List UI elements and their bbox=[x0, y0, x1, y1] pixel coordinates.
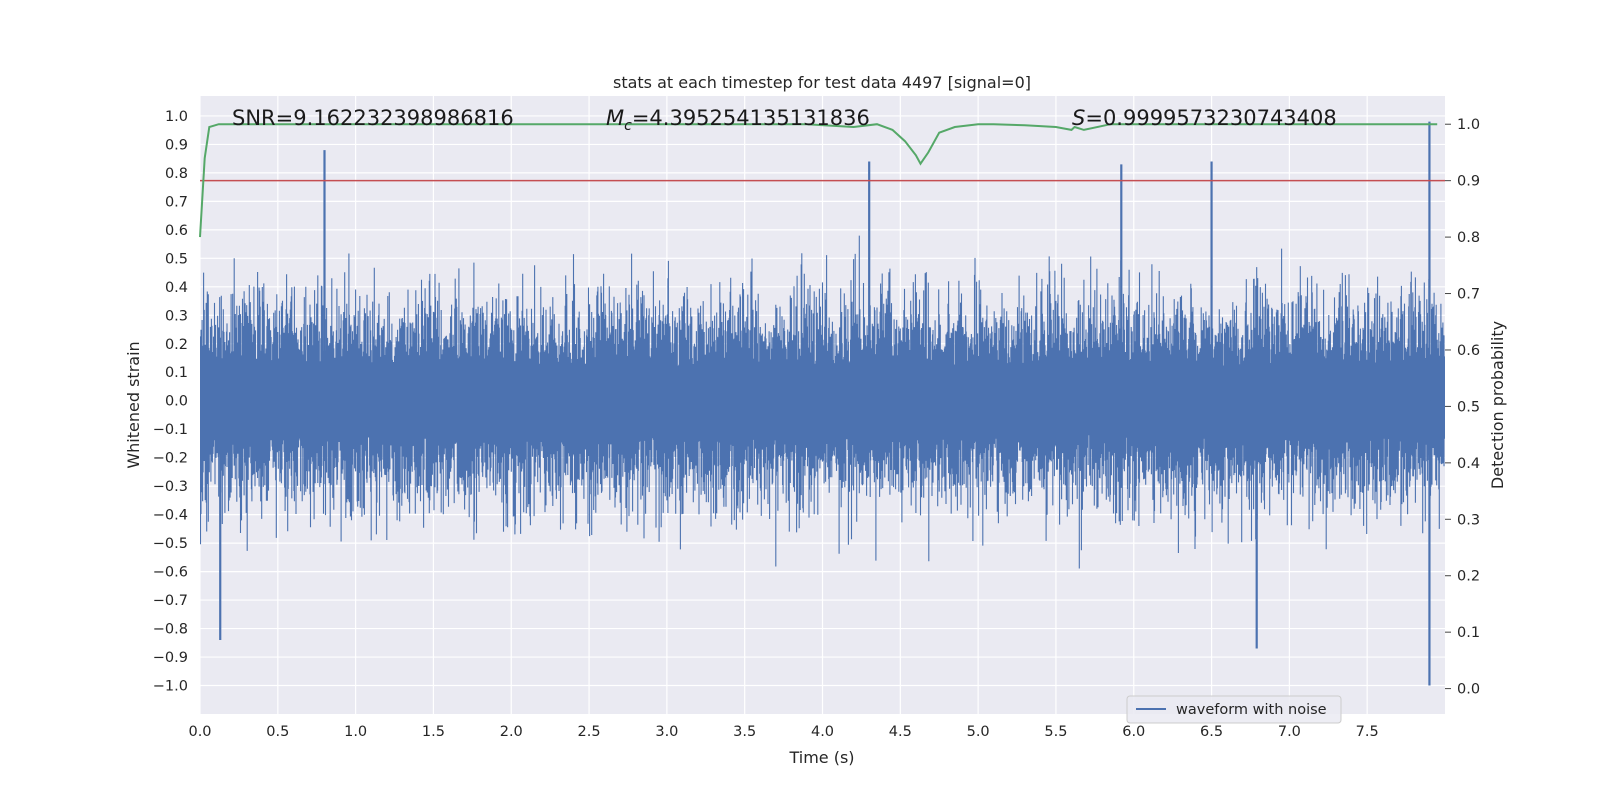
y-tick-label: 0.8 bbox=[165, 166, 188, 182]
chirp-mass-annotation: Mc=4.395254135131836 bbox=[606, 106, 870, 134]
legend: waveform with noise bbox=[1126, 695, 1342, 724]
s-value: =0.9999573230743408 bbox=[1085, 106, 1336, 130]
y-tick-label: −1.0 bbox=[153, 679, 188, 695]
y-tick-label: −0.8 bbox=[153, 622, 188, 638]
chart-title: stats at each timestep for test data 449… bbox=[613, 73, 1031, 92]
y2-tick-label: 0.2 bbox=[1457, 569, 1480, 585]
y-tick-label: −0.7 bbox=[153, 593, 188, 609]
x-tick-label: 5.5 bbox=[1044, 724, 1067, 740]
y2-axis-ticks: 1.0 0.9 0.8 0.7 0.6 0.5 0.4 0.3 0.2 0.1 0.0 bbox=[1445, 117, 1480, 698]
x-tick-label: 3.5 bbox=[733, 724, 756, 740]
plot-area bbox=[199, 121, 1445, 686]
y2-axis-label: Detection probability bbox=[1488, 321, 1507, 489]
y-tick-label: −0.3 bbox=[153, 479, 188, 495]
mc-value: =4.395254135131836 bbox=[632, 106, 870, 130]
legend-waveform-label: waveform with noise bbox=[1176, 702, 1327, 718]
snr-annotation: SNR=9.162232398986816 bbox=[232, 106, 514, 130]
y2-tick-label: 1.0 bbox=[1457, 117, 1480, 133]
y-tick-label: −0.6 bbox=[153, 565, 188, 581]
mc-subscript: c bbox=[624, 118, 632, 134]
y-tick-label: 0.9 bbox=[165, 137, 188, 153]
s-symbol: S bbox=[1072, 106, 1085, 130]
x-tick-label: 4.5 bbox=[889, 724, 912, 740]
x-tick-label: 7.5 bbox=[1356, 724, 1379, 740]
y2-tick-label: 0.9 bbox=[1457, 174, 1480, 190]
y-tick-label: −0.2 bbox=[153, 451, 188, 467]
y2-tick-label: 0.3 bbox=[1457, 512, 1480, 528]
y-axis-ticks: 1.0 0.9 0.8 0.7 0.6 0.5 0.4 0.3 0.2 0.1 0.0 −0.1 −0.… bbox=[153, 109, 188, 695]
y-tick-label: 0.6 bbox=[165, 223, 188, 239]
y2-tick-label: 0.5 bbox=[1457, 399, 1480, 415]
y-tick-label: −0.9 bbox=[153, 650, 188, 666]
waveform-trace bbox=[200, 235, 1445, 569]
y-tick-label: 1.0 bbox=[165, 109, 188, 125]
y-tick-label: 0.7 bbox=[165, 194, 188, 210]
x-tick-label: 0.0 bbox=[188, 724, 211, 740]
y2-tick-label: 0.7 bbox=[1457, 287, 1480, 303]
legend-box bbox=[1126, 695, 1342, 724]
y-tick-label: −0.4 bbox=[153, 508, 188, 524]
y2-tick-label: 0.4 bbox=[1457, 456, 1480, 472]
y2-tick-label: 0.1 bbox=[1457, 625, 1480, 641]
y-tick-label: 0.1 bbox=[165, 365, 188, 381]
x-tick-label: 5.0 bbox=[967, 724, 990, 740]
x-tick-label: 6.5 bbox=[1200, 724, 1223, 740]
y-tick-label: −0.5 bbox=[153, 536, 188, 552]
x-tick-label: 1.0 bbox=[344, 724, 367, 740]
x-tick-label: 2.5 bbox=[578, 724, 601, 740]
y2-tick-label: 0.0 bbox=[1457, 682, 1480, 698]
x-axis-label: Time (s) bbox=[788, 748, 854, 767]
y2-tick-label: 0.8 bbox=[1457, 230, 1480, 246]
mc-symbol: M bbox=[606, 106, 624, 130]
s-annotation: S=0.9999573230743408 bbox=[1072, 106, 1337, 130]
y-tick-label: 0.5 bbox=[165, 251, 188, 267]
waveform-series bbox=[200, 121, 1445, 686]
x-axis-ticks: 0.0 0.5 1.0 1.5 2.0 2.5 3.0 3.5 4.0 4.5 5.0 5.5 6.0 6… bbox=[188, 724, 1378, 740]
y2-tick-label: 0.6 bbox=[1457, 343, 1480, 359]
y-tick-label: 0.4 bbox=[165, 280, 188, 296]
x-tick-label: 1.5 bbox=[422, 724, 445, 740]
y-axis-label: Whitened strain bbox=[124, 341, 143, 468]
y-tick-label: −0.1 bbox=[153, 422, 188, 438]
x-tick-label: 2.0 bbox=[500, 724, 523, 740]
y-tick-label: 0.0 bbox=[165, 394, 188, 410]
x-tick-label: 7.0 bbox=[1278, 724, 1301, 740]
detection-probability-line bbox=[199, 123, 1438, 238]
x-tick-label: 0.5 bbox=[266, 724, 289, 740]
x-tick-label: 3.0 bbox=[655, 724, 678, 740]
x-tick-label: 6.0 bbox=[1122, 724, 1145, 740]
y-tick-label: 0.3 bbox=[165, 308, 188, 324]
x-tick-label: 4.0 bbox=[811, 724, 834, 740]
y-tick-label: 0.2 bbox=[165, 337, 188, 353]
